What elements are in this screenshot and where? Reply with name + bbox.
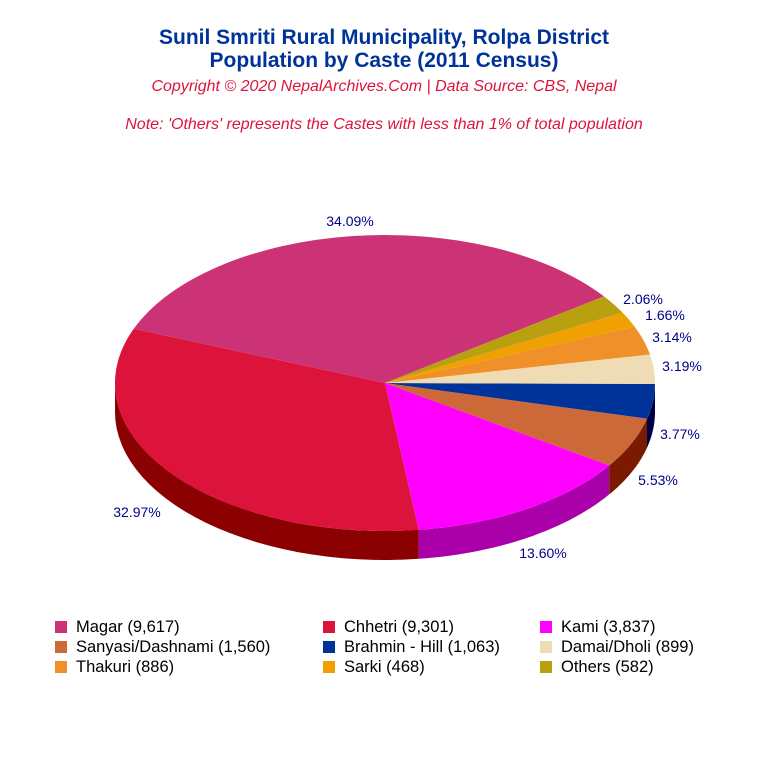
legend-label: Thakuri (886) [76, 658, 175, 676]
legend-item-4: Brahmin - Hill (1,063) [323, 638, 500, 657]
legend-swatch [323, 621, 335, 633]
pie-slice-2[interactable] [385, 383, 610, 530]
legend-label: Brahmin - Hill (1,063) [344, 638, 500, 656]
legend-label: Kami (3,837) [561, 618, 656, 636]
legend-swatch [540, 661, 552, 673]
chart-title: Sunil Smriti Rural Municipality, Rolpa D… [158, 26, 609, 49]
pie-slice-5[interactable] [385, 354, 655, 384]
pie-slice-1[interactable] [115, 328, 419, 531]
legend-item-2: Kami (3,837) [540, 618, 655, 637]
slice-label-6: 3.14% [652, 329, 692, 345]
slice-label-8: 2.06% [623, 291, 663, 307]
legend-label: Sarki (468) [344, 658, 425, 676]
legend-swatch [55, 641, 67, 653]
legend-item-1: Chhetri (9,301) [323, 618, 454, 637]
legend-swatch [55, 621, 67, 633]
legend-label: Sanyasi/Dashnami (1,560) [76, 638, 271, 656]
legend-label: Damai/Dholi (899) [561, 638, 694, 656]
legend-item-8: Others (582) [540, 658, 654, 677]
slice-label-0: 34.09% [326, 213, 373, 229]
pie-side-3 [609, 418, 647, 495]
slice-label-2: 13.60% [519, 545, 566, 561]
slice-label-3: 5.53% [638, 472, 678, 488]
pie-side-2 [418, 465, 610, 559]
chart-subtitle: Population by Caste (2011 Census) [209, 49, 559, 72]
slice-label-4: 3.77% [660, 426, 700, 442]
pie-slice-3[interactable] [385, 383, 648, 466]
pie-slice-4[interactable] [385, 383, 655, 419]
legend-item-5: Damai/Dholi (899) [540, 638, 694, 657]
slice-label-1: 32.97% [113, 504, 160, 520]
legend-swatch [55, 661, 67, 673]
pie-slice-7[interactable] [385, 312, 635, 383]
copyright-text: Copyright © 2020 NepalArchives.Com | Dat… [151, 78, 617, 95]
note-text: Note: 'Others' represents the Castes wit… [125, 116, 643, 133]
pie-slice-0[interactable] [133, 235, 604, 383]
slice-label-7: 1.66% [645, 307, 685, 323]
pie-slice-8[interactable] [385, 296, 623, 383]
legend-label: Others (582) [561, 658, 654, 676]
legend-item-7: Sarki (468) [323, 658, 425, 677]
legend-swatch [540, 641, 552, 653]
legend-item-3: Sanyasi/Dashnami (1,560) [55, 638, 270, 657]
slice-label-5: 3.19% [662, 358, 702, 374]
legend-swatch [540, 621, 552, 633]
pie-slice-6[interactable] [385, 326, 650, 383]
legend-item-0: Magar (9,617) [55, 618, 180, 637]
legend-swatch [323, 661, 335, 673]
legend-label: Magar (9,617) [76, 618, 180, 636]
legend-swatch [323, 641, 335, 653]
pie-side-4 [647, 384, 655, 448]
legend-label: Chhetri (9,301) [344, 618, 455, 636]
pie-side-1 [115, 383, 419, 560]
legend-item-6: Thakuri (886) [55, 658, 174, 677]
